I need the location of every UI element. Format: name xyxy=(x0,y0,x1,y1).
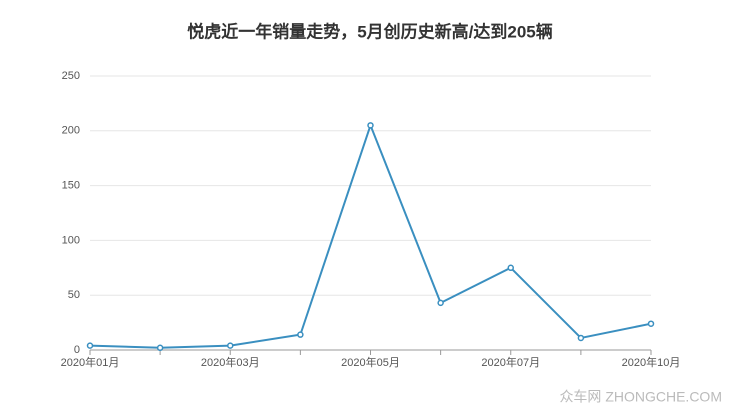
y-tick-label: 150 xyxy=(62,180,80,192)
x-tick-label: 2020年01月 xyxy=(61,355,120,369)
chart-title: 悦虎近一年销量走势，5月创历史新高/达到205辆 xyxy=(187,21,553,41)
y-tick-label: 200 xyxy=(62,125,80,137)
point xyxy=(437,299,444,307)
watermark: 众车网 ZHONGCHE.COM xyxy=(559,389,722,405)
x-tick-label: 2020年07月 xyxy=(481,355,540,369)
y-tick-label: 100 xyxy=(62,234,80,246)
point xyxy=(156,344,164,352)
y-tick-label: 250 xyxy=(62,70,80,82)
x-tick-label: 2020年10月 xyxy=(622,355,681,369)
x-tick-label: 2020年03月 xyxy=(201,355,260,369)
point xyxy=(647,320,655,327)
line xyxy=(89,122,652,349)
point xyxy=(367,122,374,129)
y-tick-label: 50 xyxy=(68,289,80,301)
x-tick-label: 2020年05月 xyxy=(341,355,400,369)
point xyxy=(86,342,94,349)
y-tick-label: 0 xyxy=(74,344,80,356)
point xyxy=(227,342,234,349)
point xyxy=(577,334,585,342)
point xyxy=(297,331,304,338)
point xyxy=(507,264,514,272)
